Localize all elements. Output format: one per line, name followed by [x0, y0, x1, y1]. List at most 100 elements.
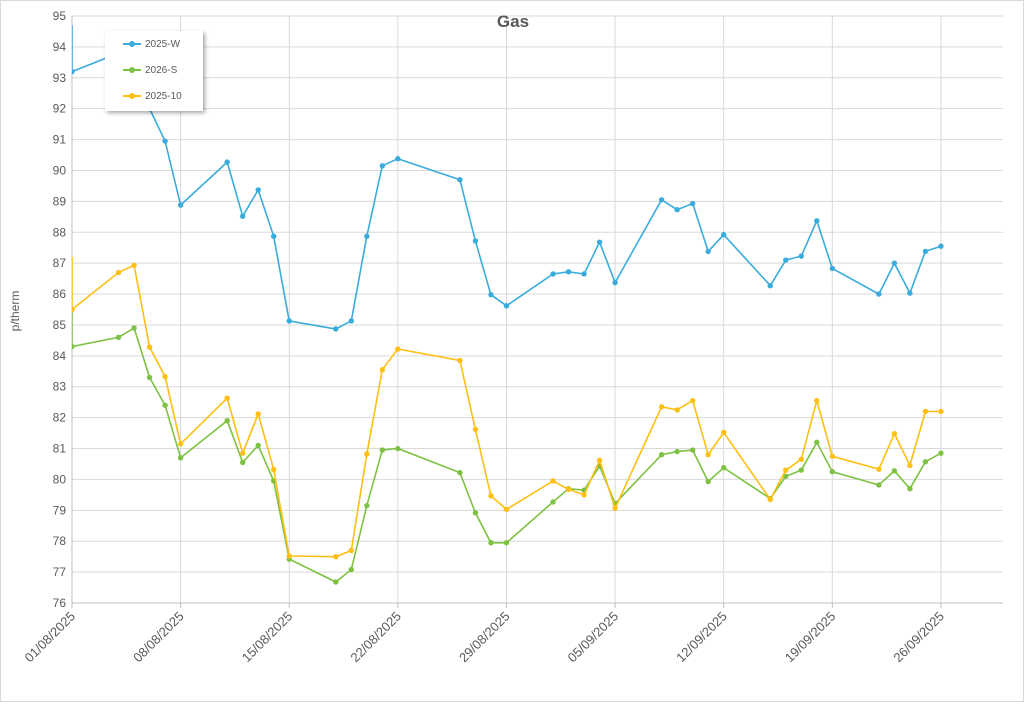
data-point-2025-10	[131, 262, 137, 269]
y-tick-label: 95	[53, 9, 67, 23]
data-point-2025-10	[581, 492, 587, 498]
data-point-2025-w	[472, 238, 479, 244]
legend-item-2026-s: 2026-S	[123, 63, 177, 77]
data-point-2026-s	[907, 485, 913, 492]
data-point-2026-s	[162, 402, 168, 408]
y-tick-label: 86	[53, 287, 67, 301]
data-point-2026-s	[783, 473, 789, 480]
data-point-2025-w	[798, 253, 804, 259]
data-point-2026-s	[876, 482, 882, 488]
data-point-2026-s	[922, 459, 929, 465]
data-point-2025-10	[565, 486, 572, 493]
data-point-2025-10	[721, 429, 727, 436]
data-point-2025-10	[395, 346, 401, 352]
data-point-2025-w	[379, 163, 386, 169]
data-point-2025-10	[550, 478, 556, 484]
data-point-2025-w	[674, 207, 680, 213]
chart-title: Gas	[497, 12, 529, 31]
data-point-2025-w	[395, 156, 401, 162]
x-tick-label: 08/08/2025	[130, 609, 187, 666]
data-point-2025-w	[705, 248, 711, 255]
data-point-2026-s	[689, 447, 696, 453]
y-tick-label: 84	[53, 349, 67, 363]
data-point-2025-10	[674, 407, 680, 413]
data-point-2026-s	[814, 439, 820, 446]
data-point-2025-w	[162, 138, 168, 144]
data-point-2025-10	[829, 453, 836, 459]
y-tick-label: 91	[53, 133, 67, 147]
x-tick-label: 22/08/2025	[347, 609, 404, 666]
y-tick-label: 88	[53, 225, 67, 239]
y-tick-label: 85	[53, 318, 67, 332]
data-point-2025-10	[364, 451, 370, 457]
data-point-2025-w	[814, 218, 820, 224]
y-tick-label: 94	[53, 40, 67, 54]
data-point-2025-w	[891, 260, 898, 266]
data-point-2025-w	[224, 159, 230, 165]
x-tick-label: 29/08/2025	[456, 609, 513, 666]
data-point-2025-w	[488, 291, 494, 298]
data-point-2025-10	[333, 553, 339, 560]
data-point-2025-w	[72, 68, 75, 75]
y-tick-label: 82	[53, 411, 67, 425]
data-point-2025-w	[286, 318, 292, 324]
data-point-2025-w	[457, 177, 463, 183]
data-point-2025-10	[177, 441, 184, 447]
data-point-2026-s	[829, 468, 836, 475]
data-point-2026-s	[239, 459, 246, 466]
data-point-2026-s	[255, 442, 261, 449]
data-point-2025-10	[239, 450, 246, 456]
data-point-2025-w	[907, 290, 913, 296]
x-tick-label: 26/09/2025	[890, 609, 947, 666]
gridlines	[71, 15, 1003, 604]
data-point-2026-s	[550, 499, 556, 505]
data-point-2025-10	[255, 411, 261, 417]
data-point-2025-10	[488, 493, 494, 499]
data-point-2025-10	[146, 344, 153, 350]
legend-label-2026-s: 2026-S	[145, 64, 178, 76]
data-point-2025-10	[457, 357, 463, 364]
data-point-2026-s	[177, 455, 184, 461]
data-point-2025-10	[348, 547, 354, 554]
data-point-2025-10	[814, 397, 820, 404]
data-point-2025-w	[177, 202, 184, 208]
data-point-2025-10	[705, 452, 711, 458]
data-point-2025-w	[767, 283, 773, 289]
data-point-2025-10	[612, 505, 618, 511]
data-point-2026-s	[131, 325, 137, 331]
y-tick-label: 76	[53, 596, 67, 610]
data-point-2026-s	[72, 343, 75, 350]
data-point-2025-10	[162, 373, 168, 380]
data-point-2025-10	[907, 462, 913, 469]
y-axis-label: p/therm	[8, 291, 22, 332]
data-point-2025-10	[286, 553, 292, 559]
data-point-2025-10	[658, 404, 665, 410]
data-point-2025-10	[72, 306, 75, 313]
y-tick-label: 90	[53, 163, 67, 177]
data-point-2026-s	[488, 540, 494, 546]
data-point-2026-s	[224, 418, 230, 424]
data-point-2025-w	[876, 291, 882, 297]
data-point-2025-10	[876, 466, 882, 472]
data-point-2026-s	[891, 468, 898, 474]
data-point-2026-s	[333, 579, 339, 585]
legend-label-2025-10: 2025-10	[145, 90, 182, 102]
data-point-2025-w	[581, 271, 587, 277]
y-tick-label: 81	[53, 442, 67, 456]
y-tick-label: 83	[53, 380, 67, 394]
data-point-2026-s	[472, 510, 479, 516]
data-point-2025-w	[938, 243, 944, 249]
data-point-2025-10	[891, 430, 898, 437]
data-point-2026-s	[364, 502, 370, 509]
data-point-2026-s	[658, 452, 665, 458]
data-point-2025-10	[472, 426, 479, 433]
x-tick-label: 12/09/2025	[673, 609, 730, 666]
x-tick-label: 19/09/2025	[782, 609, 839, 666]
data-point-2025-w	[658, 197, 665, 203]
data-point-2025-10	[596, 457, 603, 463]
data-point-2025-w	[333, 326, 339, 332]
legend-swatch-2025-w	[123, 41, 141, 47]
data-point-2026-s	[115, 334, 122, 341]
